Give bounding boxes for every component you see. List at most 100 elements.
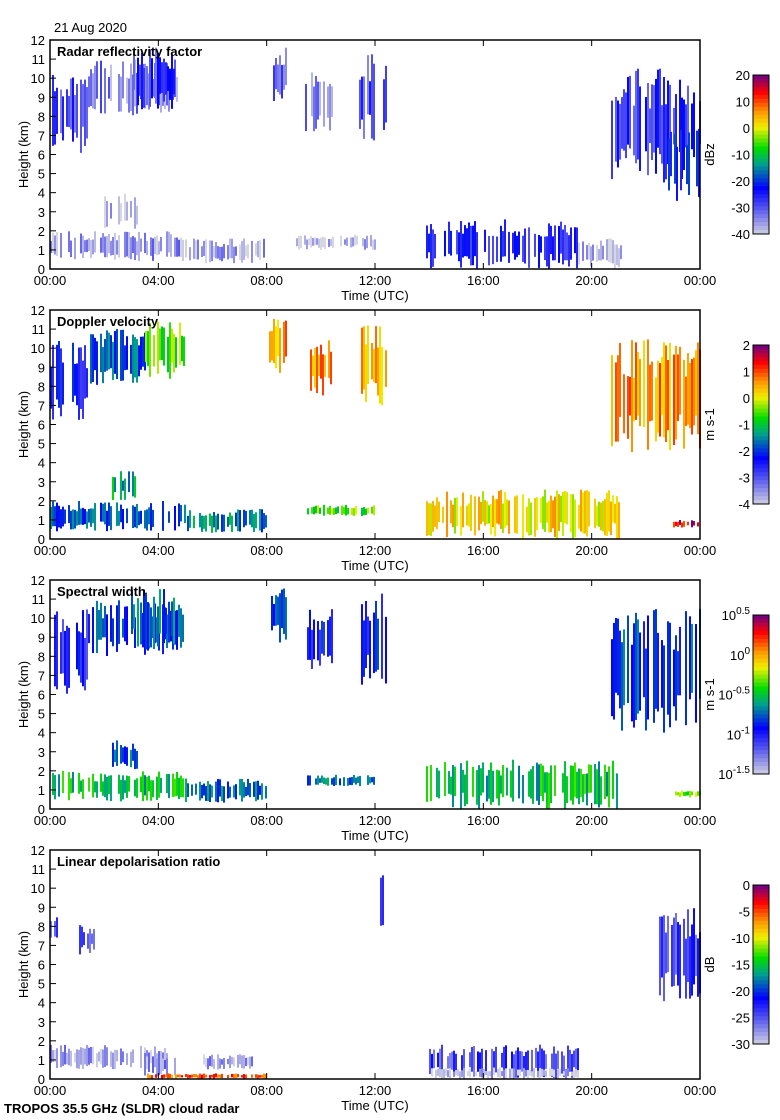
data-cell <box>667 915 669 973</box>
data-cell <box>651 84 653 161</box>
data-cell <box>456 230 458 255</box>
data-cell <box>102 503 104 522</box>
data-cell <box>108 502 110 526</box>
data-cell <box>150 237 152 256</box>
y-tick-label: 10 <box>31 881 45 896</box>
data-cell <box>573 1069 575 1079</box>
data-cell <box>647 615 649 720</box>
colorbar-segment <box>753 468 769 473</box>
data-cell <box>118 235 120 258</box>
data-cell <box>189 1075 191 1078</box>
data-cell <box>134 748 136 770</box>
data-cell <box>195 1074 197 1078</box>
colorbar-segment <box>753 646 769 652</box>
data-cell <box>483 1068 485 1078</box>
colorbar-segment <box>753 146 769 152</box>
data-cell <box>375 600 377 672</box>
data-cell <box>128 232 130 259</box>
data-cell <box>496 499 498 524</box>
colorbar-segment <box>753 492 769 497</box>
colorbar-segment <box>753 345 769 350</box>
data-cell <box>133 604 135 629</box>
data-cell <box>165 607 167 634</box>
data-cell <box>615 362 617 442</box>
data-cell <box>347 507 349 515</box>
colorbar-segment <box>753 380 769 386</box>
data-cell <box>677 651 679 696</box>
data-cell <box>653 610 655 723</box>
data-cell <box>193 515 195 529</box>
data-cell <box>323 81 325 127</box>
data-cell <box>570 227 572 260</box>
data-cell <box>536 497 538 531</box>
data-cell <box>203 240 205 256</box>
data-cell <box>687 909 689 982</box>
data-cell <box>488 235 490 266</box>
data-cell <box>118 73 120 112</box>
data-cell <box>657 69 659 148</box>
data-cell <box>215 241 217 259</box>
colorbar-segment <box>753 686 769 692</box>
data-cell <box>237 1074 239 1078</box>
data-cell <box>307 508 309 515</box>
data-cell <box>213 245 215 258</box>
data-cell <box>373 63 375 141</box>
data-cell <box>561 1051 563 1074</box>
data-cell <box>618 502 620 539</box>
x-tick-label: 00:00 <box>684 273 717 288</box>
y-tick-label: 5 <box>38 437 45 452</box>
data-cell <box>333 777 335 786</box>
colorbar-tick-label: 0 <box>743 878 750 893</box>
data-cell <box>168 774 170 799</box>
data-cell <box>245 510 247 526</box>
data-cell <box>118 510 120 526</box>
colorbar-segment <box>753 706 769 711</box>
data-cell <box>551 1053 553 1078</box>
y-tick-label: 8 <box>38 649 45 664</box>
data-cell <box>120 1048 122 1066</box>
data-cell <box>315 75 317 129</box>
data-cell <box>130 1051 132 1067</box>
data-cell <box>649 364 651 422</box>
data-cell <box>180 237 182 258</box>
data-cell <box>149 323 151 377</box>
y-tick-label: 5 <box>38 707 45 722</box>
data-cell <box>152 780 154 798</box>
data-cell <box>169 1073 171 1078</box>
y-tick-label: 4 <box>38 996 45 1011</box>
colorbar-segment <box>753 94 769 100</box>
data-cell <box>116 240 118 255</box>
data-cell <box>78 772 80 794</box>
colorbar-segment <box>753 174 769 179</box>
colorbar-tick-label: -30 <box>731 1037 750 1052</box>
colorbar-segment <box>753 896 769 902</box>
data-cell <box>548 772 550 809</box>
data-cell <box>534 498 536 537</box>
data-cell <box>178 777 180 800</box>
data-cell <box>265 785 267 799</box>
data-cell <box>88 76 90 108</box>
data-cell <box>144 775 146 796</box>
data-cell <box>310 349 312 391</box>
data-cell <box>669 342 671 451</box>
data-cell <box>505 1068 507 1079</box>
data-cell <box>181 1075 183 1078</box>
colorbar-segment <box>753 920 769 926</box>
data-cell <box>132 236 134 253</box>
data-cell <box>494 499 496 537</box>
x-tick-label: 12:00 <box>359 1083 392 1098</box>
colorbar-segment <box>753 634 769 640</box>
data-cell <box>62 96 64 141</box>
data-cell <box>367 55 369 115</box>
data-cell <box>54 506 56 527</box>
colorbar-segment <box>753 190 769 195</box>
data-cell <box>209 1075 211 1079</box>
colorbar-frame <box>752 74 770 235</box>
colorbar-segment <box>753 138 769 144</box>
data-cell <box>673 354 675 446</box>
data-cell <box>594 498 596 529</box>
data-cell <box>649 108 651 144</box>
data-cell <box>464 774 466 807</box>
data-cell <box>106 614 108 657</box>
